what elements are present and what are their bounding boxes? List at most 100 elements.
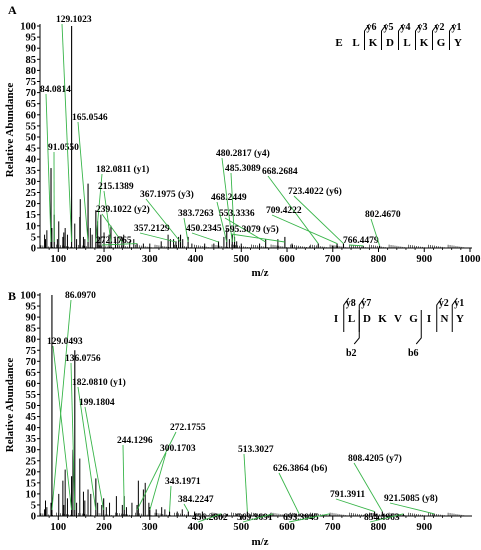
panel-a-peak-label: 129.1023 — [56, 15, 92, 25]
panel-b-peak-label: 791.3911 — [330, 490, 365, 500]
panel-a-y-ion-marker — [432, 23, 438, 50]
panel-a-leader-line — [230, 233, 285, 243]
panel-a-leader-line — [45, 93, 52, 243]
panel-a-y-ion-label: y3 — [418, 22, 428, 33]
panel-a-y-ion-label: y4 — [401, 22, 411, 33]
panel-b-b-ion-marker — [353, 310, 360, 345]
panel-b-y-tick-label: 60 — [26, 379, 37, 390]
panel-a-y-tick-label: 20 — [26, 199, 37, 210]
panel-a-peak-label: 91.0550 — [48, 143, 79, 153]
panel-a-peak-label: 165.0546 — [72, 113, 108, 123]
panel-a-sequence-residue: K — [420, 37, 429, 49]
panel-a-peak-label: 480.2817 (y4) — [216, 148, 270, 159]
panel-b-peak-label: 343.1971 — [165, 477, 201, 487]
panel-a-y-tick-label: 5 — [31, 232, 36, 243]
panel-b-leader-line — [183, 503, 189, 512]
panel-b-y-tick-label: 0 — [31, 512, 36, 523]
panel-a-sequence-residue: E — [335, 37, 342, 49]
panel-b-x-tick-label: 900 — [416, 522, 432, 533]
panel-b-sequence-residue: Y — [456, 313, 464, 325]
panel-a-sequence-residue: G — [437, 37, 446, 49]
panel-b-leader-line — [149, 452, 167, 511]
panel-b-y-tick-label: 90 — [26, 313, 37, 324]
panel-b-x-axis-title: m/z — [251, 536, 268, 548]
panel-a-x-tick-label: 500 — [233, 254, 249, 265]
panel-a-x-tick-label: 700 — [325, 254, 341, 265]
panel-b-y-tick-label: 70 — [26, 357, 37, 368]
panel-a-y-tick-label: 30 — [26, 177, 37, 188]
panel-b-y-ion-label: y7 — [361, 298, 371, 309]
panel-a-peak-label: 357.2129 — [134, 224, 170, 234]
panel-a-y-ion-marker — [381, 23, 387, 50]
panel-b-y-tick-label: 40 — [26, 423, 37, 434]
panel-b-leader-line — [288, 513, 330, 523]
panel-b-peak-label: 854.4963 — [364, 513, 400, 523]
panel-b-y-axis-title: Relative Abundance — [4, 358, 16, 453]
panel-a-leader-line — [101, 213, 123, 243]
panel-a-y-tick-label: 10 — [26, 221, 37, 232]
panel-b-sequence-residue: I — [427, 313, 431, 325]
panel-a-peak-label: 723.4022 (y6) — [288, 186, 342, 197]
panel-b-y-tick-label: 5 — [31, 500, 36, 511]
panel-a-y-tick-label: 80 — [26, 66, 37, 77]
panel-a-y-axis-title: Relative Abundance — [4, 83, 16, 178]
panel-b-peak-label: 513.3027 — [238, 445, 274, 455]
panel-b-leader-line — [136, 431, 177, 511]
panel-b-y-tick-label: 30 — [26, 445, 37, 456]
panel-b-leader-line — [122, 444, 125, 511]
panel-b-leader-line — [77, 386, 97, 511]
panel-a-sequence-residue: L — [352, 37, 359, 49]
panel-b-peak-label: 384.2247 — [178, 495, 214, 505]
panel-a-x-tick-label: 400 — [188, 254, 204, 265]
panel-a-peak-label: 367.1975 (y3) — [140, 189, 194, 200]
panel-a-peak-label: 450.2345 — [186, 224, 222, 234]
panel-b-y-ion-label: y2 — [439, 298, 449, 309]
panel-a-leader-line — [95, 173, 103, 243]
panel-a-y-ion-label: y6 — [367, 22, 377, 33]
panel-a-y-tick-label: 65 — [26, 99, 37, 110]
panel-a-leader-line — [103, 190, 112, 243]
panel-a-leader-line — [230, 172, 236, 243]
panel-b-peak-label: 300.1703 — [160, 444, 196, 454]
panel-a-sequence-residue: L — [403, 37, 410, 49]
panel-a-leader-line — [101, 243, 138, 246]
panel-a-peak-label: 239.1022 (y2) — [96, 204, 150, 215]
panel-a-x-tick-label: 100 — [50, 254, 66, 265]
panel-a-sequence-residue: D — [386, 37, 394, 49]
panel-b-x-tick-label: 800 — [371, 522, 387, 533]
panel-b-peak-label: 693.3945 — [283, 513, 319, 523]
panel-b-sequence-residue: I — [334, 313, 338, 325]
panel-b-y-tick-label: 80 — [26, 335, 37, 346]
panel-a-y-tick-label: 85 — [26, 55, 37, 66]
panel-a-y-tick-label: 95 — [26, 33, 37, 44]
panel-b-x-tick-label: 600 — [279, 522, 295, 533]
panel-a-y-ion-label: y2 — [435, 22, 445, 33]
panel-a-x-tick-label: 200 — [96, 254, 112, 265]
panel-b: B 05101520253035404550556065707580859095… — [4, 289, 472, 548]
panel-a-peak-label: 802.4670 — [365, 210, 401, 220]
panel-a-leader-line — [139, 232, 177, 243]
panel-a-y-ion-marker — [398, 23, 404, 50]
panel-b-peak-label: 182.0810 (y1) — [72, 377, 126, 388]
panel-a-x-tick-label: 800 — [371, 254, 387, 265]
panel-a-y-tick-label: 100 — [20, 22, 36, 33]
panel-b-leader-line — [84, 406, 105, 511]
panel-b-y-tick-label: 20 — [26, 467, 37, 478]
panel-a-peak-label: 468.2449 — [211, 193, 247, 203]
panel-a: A 05101520253035404550556065707580859095… — [4, 3, 481, 279]
panel-a-x-tick-label: 900 — [416, 254, 432, 265]
panel-b-peak-label: 272.1755 — [170, 423, 206, 433]
panel-a-peak-label: 84.0814 — [40, 85, 71, 95]
panel-b-peak-label: 626.3864 (b6) — [273, 463, 327, 474]
panel-b-y-ion-marker — [343, 297, 350, 332]
panel-b-x-tick-label: 300 — [142, 522, 158, 533]
panel-a-x-tick-label: 300 — [142, 254, 158, 265]
panel-a-y-ion-marker — [415, 23, 421, 50]
panel-a-leader-line — [221, 157, 233, 243]
panel-a-x-tick-label: 1000 — [460, 254, 481, 265]
panel-b-letter: B — [8, 289, 16, 303]
panel-a-y-tick-label: 45 — [26, 144, 37, 155]
panel-a-leader-line — [145, 198, 181, 243]
panel-a-y-ion-marker — [364, 23, 370, 50]
